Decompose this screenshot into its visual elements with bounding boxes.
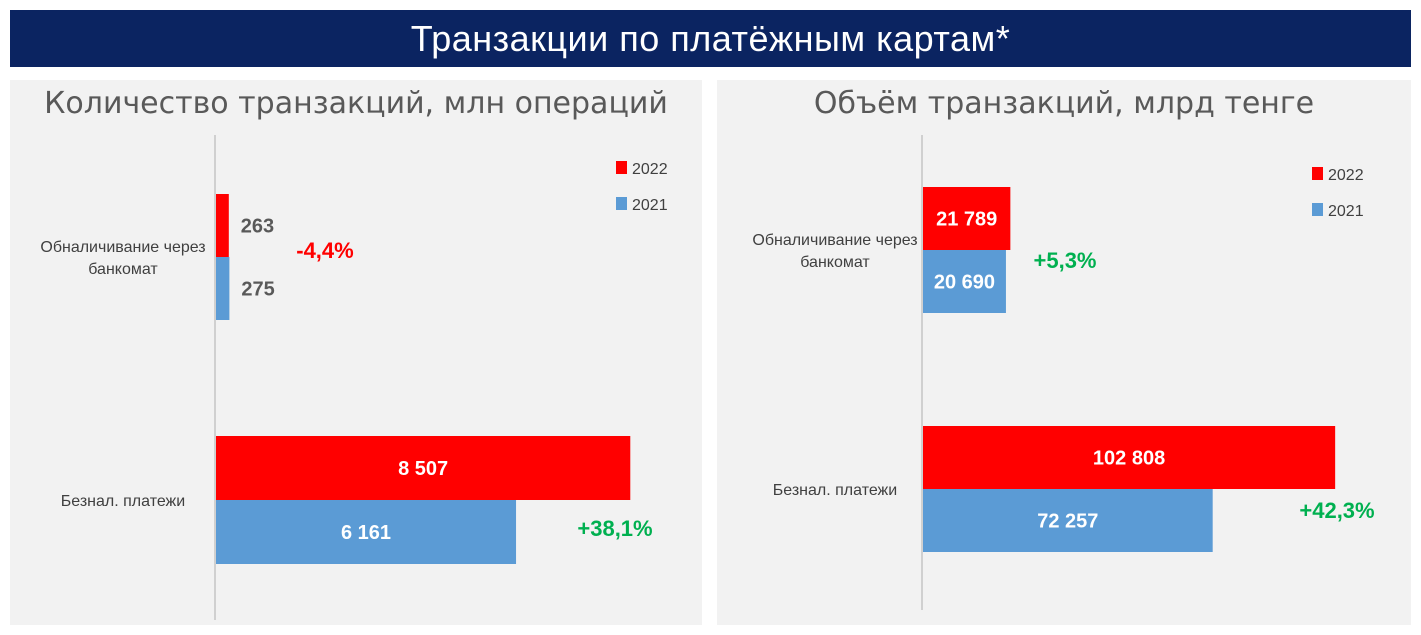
change-label: +42,3% <box>1299 498 1374 523</box>
legend-swatch <box>616 197 627 210</box>
bar-chart-count: 2022 2021 Обналичивание через банкомат 263 27… <box>40 135 668 620</box>
chart-panel-volume: Объём транзакций, млрд тенге 2022 2021 Обн… <box>717 80 1411 625</box>
category-label: Обналичивание через банкомат <box>40 239 205 278</box>
data-label: 8 507 <box>398 458 448 480</box>
legend-swatch <box>616 161 627 174</box>
bar-2022 <box>216 436 631 500</box>
bar-2021 <box>216 500 517 564</box>
data-label: 263 <box>241 216 274 238</box>
page-header: Транзакции по платёжным картам* <box>10 10 1411 67</box>
chart-panel-count: Количество транзакций, млн операций 2022… <box>10 80 702 625</box>
chart-title: Объём транзакций, млрд тенге <box>813 86 1315 121</box>
legend-label: 2022 <box>632 161 668 178</box>
change-label: -4,4% <box>296 238 353 263</box>
legend-label: 2021 <box>632 197 668 214</box>
chart-title: Количество транзакций, млн операций <box>44 86 668 121</box>
bar-2021 <box>923 489 1213 552</box>
data-label: 72 257 <box>1037 511 1098 533</box>
bar-2022 <box>216 194 229 257</box>
category-label: Безнал. платежи <box>773 482 897 499</box>
legend-label: 2022 <box>1328 167 1364 184</box>
data-label: 275 <box>241 279 274 301</box>
bar-2021 <box>216 257 230 320</box>
data-label: 21 789 <box>936 209 997 231</box>
bar-2021 <box>923 250 1006 313</box>
page-title: Транзакции по платёжным картам* <box>410 17 1011 59</box>
bar-2022 <box>923 426 1336 489</box>
bar-2022 <box>923 187 1011 250</box>
legend-swatch <box>1312 167 1323 180</box>
legend-swatch <box>1312 203 1323 216</box>
legend-label: 2021 <box>1328 203 1364 220</box>
data-label: 6 161 <box>341 522 391 544</box>
change-label: +38,1% <box>577 516 652 541</box>
category-label: Безнал. платежи <box>61 493 185 510</box>
data-label: 20 690 <box>934 272 995 294</box>
bar-chart-volume: 2022 2021 Обналичивание через банкомат 21 78… <box>752 135 1375 610</box>
data-label: 102 808 <box>1093 448 1165 470</box>
category-label: Обналичивание через банкомат <box>752 232 917 271</box>
change-label: +5,3% <box>1034 248 1097 273</box>
